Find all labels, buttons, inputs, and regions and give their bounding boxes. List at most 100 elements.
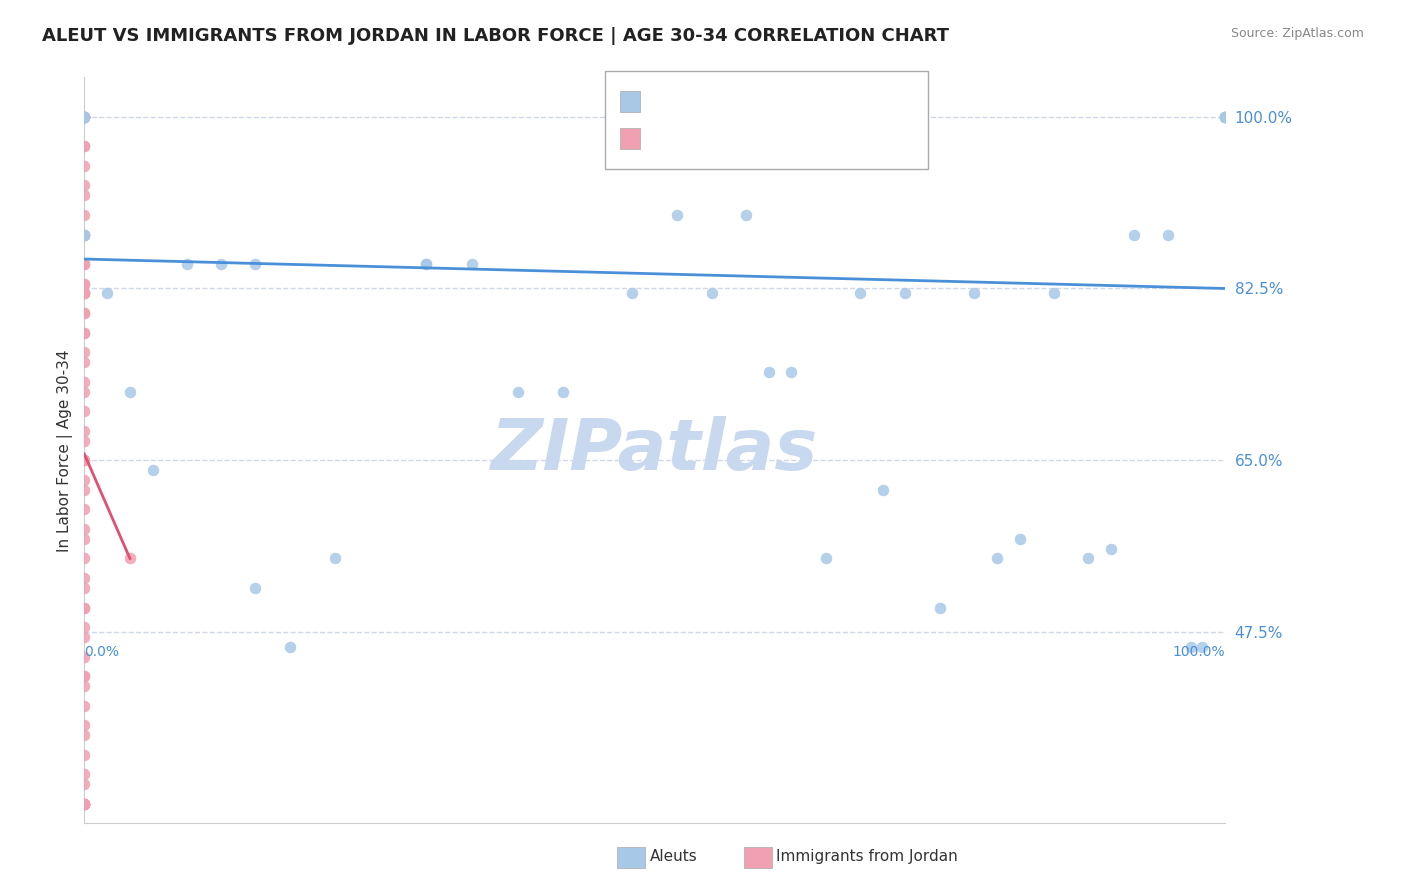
Point	[1042, 286, 1064, 301]
Point	[73, 110, 96, 124]
Point	[73, 797, 96, 811]
Point	[73, 502, 96, 516]
Point	[1191, 640, 1213, 654]
Point	[73, 110, 96, 124]
Point	[73, 424, 96, 438]
Point	[73, 571, 96, 585]
Point	[176, 257, 198, 271]
Point	[73, 600, 96, 615]
Point	[73, 227, 96, 242]
Point	[73, 139, 96, 153]
Point	[278, 640, 301, 654]
Point	[963, 286, 986, 301]
Point	[73, 679, 96, 693]
Point	[73, 286, 96, 301]
Point	[1213, 110, 1236, 124]
Point	[73, 797, 96, 811]
Text: ZIPatlas: ZIPatlas	[491, 416, 818, 485]
Point	[700, 286, 723, 301]
Point	[73, 551, 96, 566]
Point	[73, 110, 96, 124]
Point	[415, 257, 437, 271]
Point	[73, 110, 96, 124]
Point	[73, 767, 96, 781]
Point	[73, 777, 96, 791]
Point	[323, 551, 346, 566]
Point	[1213, 110, 1236, 124]
Point	[142, 463, 165, 477]
Point	[1008, 532, 1031, 546]
Text: Aleuts: Aleuts	[650, 849, 697, 863]
Point	[73, 600, 96, 615]
Point	[118, 384, 141, 399]
Text: ALEUT VS IMMIGRANTS FROM JORDAN IN LABOR FORCE | AGE 30-34 CORRELATION CHART: ALEUT VS IMMIGRANTS FROM JORDAN IN LABOR…	[42, 27, 949, 45]
Point	[73, 384, 96, 399]
Point	[758, 365, 780, 379]
Point	[73, 581, 96, 595]
Point	[73, 257, 96, 271]
Point	[73, 797, 96, 811]
Point	[73, 110, 96, 124]
Point	[73, 227, 96, 242]
Point	[73, 110, 96, 124]
Y-axis label: In Labor Force | Age 30-34: In Labor Force | Age 30-34	[58, 349, 73, 552]
Point	[73, 797, 96, 811]
Text: Source: ZipAtlas.com: Source: ZipAtlas.com	[1230, 27, 1364, 40]
Point	[1157, 227, 1180, 242]
Point	[118, 551, 141, 566]
Point	[73, 649, 96, 664]
Point	[620, 286, 643, 301]
Point	[73, 522, 96, 536]
Point	[73, 110, 96, 124]
Point	[73, 110, 96, 124]
Point	[73, 306, 96, 320]
Point	[73, 434, 96, 448]
Text: 100.0%: 100.0%	[1173, 645, 1225, 658]
Point	[73, 159, 96, 173]
Point	[73, 728, 96, 742]
Point	[73, 277, 96, 291]
Point	[73, 286, 96, 301]
Point	[73, 355, 96, 369]
Point	[553, 384, 575, 399]
Text: 0.0%: 0.0%	[84, 645, 120, 658]
Point	[73, 286, 96, 301]
Point	[73, 453, 96, 467]
Point	[73, 277, 96, 291]
Point	[245, 581, 267, 595]
Point	[1077, 551, 1099, 566]
Point	[1213, 110, 1236, 124]
Point	[666, 208, 689, 222]
Point	[73, 227, 96, 242]
Point	[73, 669, 96, 683]
Point	[73, 797, 96, 811]
Point	[245, 257, 267, 271]
Text: Immigrants from Jordan: Immigrants from Jordan	[776, 849, 957, 863]
Text: R = -0.065   N = 50: R = -0.065 N = 50	[636, 94, 808, 108]
Point	[73, 286, 96, 301]
Point	[73, 178, 96, 193]
Point	[1213, 110, 1236, 124]
Point	[73, 110, 96, 124]
Point	[73, 208, 96, 222]
Point	[73, 797, 96, 811]
Point	[73, 453, 96, 467]
Point	[780, 365, 803, 379]
Point	[734, 208, 756, 222]
Point	[73, 698, 96, 713]
Point	[73, 139, 96, 153]
Point	[73, 110, 96, 124]
Point	[73, 532, 96, 546]
Point	[872, 483, 894, 497]
Point	[73, 110, 96, 124]
Point	[73, 110, 96, 124]
Point	[415, 257, 437, 271]
Point	[73, 630, 96, 644]
Point	[73, 345, 96, 359]
Point	[986, 551, 1008, 566]
Point	[96, 286, 118, 301]
Point	[928, 600, 950, 615]
Point	[73, 306, 96, 320]
Point	[894, 286, 917, 301]
Point	[73, 669, 96, 683]
